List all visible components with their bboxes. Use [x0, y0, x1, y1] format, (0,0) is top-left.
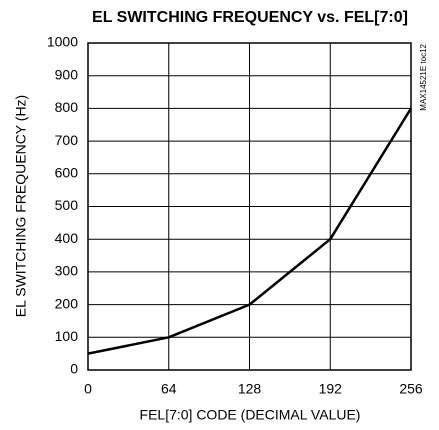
data-line: [87, 107, 413, 355]
y-tick-label: 900: [55, 66, 79, 82]
y-tick-label: 100: [55, 328, 79, 344]
y-tick-label: 700: [55, 132, 79, 148]
y-tick-label: 600: [55, 165, 79, 181]
x-axis-label: FEL[7:0] CODE (DECIMAL VALUE): [140, 407, 361, 423]
chart-title: EL SWITCHING FREQUENCY vs. FEL[7:0]: [92, 9, 408, 26]
y-axis-label: EL SWITCHING FREQUENCY (Hz): [13, 95, 29, 317]
x-tick-label: 0: [84, 381, 92, 397]
y-tick-label: 300: [55, 263, 79, 279]
y-tick-label: 0: [70, 361, 78, 377]
y-tick-label: 800: [55, 99, 79, 115]
x-tick-label: 128: [238, 381, 262, 397]
x-tick-label: 192: [319, 381, 343, 397]
x-tick-label: 256: [399, 381, 423, 397]
x-tick-label: 64: [161, 381, 177, 397]
y-tick-label: 400: [55, 230, 79, 246]
y-tick-label: 1000: [47, 34, 78, 50]
y-tick-label: 500: [55, 197, 79, 213]
y-tick-label: 200: [55, 295, 79, 311]
plot-frame: [87, 42, 412, 371]
annotation: MAX14521E toc12: [419, 43, 428, 110]
